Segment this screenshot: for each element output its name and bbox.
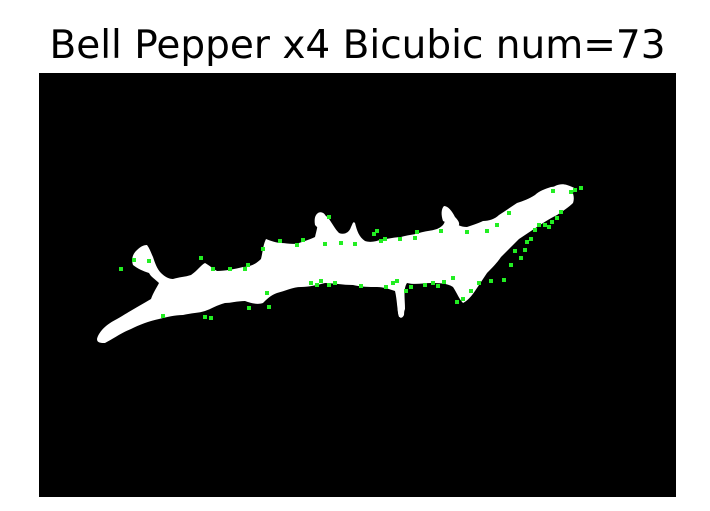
keypoint — [228, 267, 232, 271]
keypoint — [477, 281, 481, 285]
keypoint — [409, 285, 413, 289]
keypoint — [209, 316, 213, 320]
keypoint — [495, 223, 499, 227]
keypoint — [525, 240, 529, 244]
keypoint — [579, 186, 583, 190]
keypoint — [485, 229, 489, 233]
keypoint — [555, 216, 559, 220]
keypoint — [465, 230, 469, 234]
keypoint — [413, 236, 417, 240]
keypoint — [353, 242, 357, 246]
keypoint — [391, 281, 395, 285]
keypoint — [559, 210, 563, 214]
keypoint — [442, 280, 446, 284]
keypoint — [395, 279, 399, 283]
keypoint — [547, 225, 551, 229]
keypoint — [323, 242, 327, 246]
keypoint — [372, 232, 376, 236]
keypoint — [573, 188, 577, 192]
keypoint — [431, 281, 435, 285]
keypoint — [119, 267, 123, 271]
keypoint — [502, 278, 506, 282]
keypoint — [261, 247, 265, 251]
keypoint — [243, 267, 247, 271]
keypoint — [439, 229, 443, 233]
keypoint — [543, 223, 547, 227]
keypoint — [301, 238, 305, 242]
keypoint — [461, 297, 465, 301]
keypoint — [375, 229, 379, 233]
keypoint — [489, 279, 493, 283]
stem-protrusion-right — [441, 206, 460, 227]
keypoint — [533, 228, 537, 232]
keypoint — [551, 189, 555, 193]
keypoint — [415, 230, 419, 234]
keypoint — [132, 258, 136, 262]
keypoint — [529, 237, 533, 241]
keypoint — [161, 314, 165, 318]
keypoint — [519, 256, 523, 260]
keypoint — [265, 291, 269, 295]
keypoint — [523, 248, 527, 252]
keypoint — [455, 300, 459, 304]
keypoint — [469, 289, 473, 293]
keypoint — [315, 283, 319, 287]
keypoint — [398, 237, 402, 241]
keypoint — [295, 243, 299, 247]
keypoints — [119, 186, 583, 320]
keypoint — [384, 285, 388, 289]
keypoint — [509, 263, 513, 267]
keypoint — [423, 283, 427, 287]
hanging-drip — [397, 283, 405, 318]
keypoint — [404, 289, 408, 293]
keypoint — [309, 281, 313, 285]
keypoint — [339, 241, 343, 245]
keypoint — [507, 211, 511, 215]
keypoint — [359, 284, 363, 288]
keypoint — [203, 315, 207, 319]
keypoint — [379, 239, 383, 243]
keypoint — [319, 279, 323, 283]
mask-canvas — [39, 73, 676, 497]
keypoint — [569, 190, 573, 194]
keypoint — [436, 284, 440, 288]
keypoint — [147, 259, 151, 263]
keypoint — [327, 215, 331, 219]
keypoint — [267, 305, 271, 309]
keypoint — [246, 263, 250, 267]
keypoint — [211, 267, 215, 271]
figure-title: Bell Pepper x4 Bicubic num=73 — [49, 23, 666, 68]
keypoint — [327, 283, 331, 287]
keypoint — [513, 249, 517, 253]
segmentation-image — [39, 73, 676, 497]
keypoint — [247, 306, 251, 310]
keypoint — [550, 220, 554, 224]
keypoint — [383, 237, 387, 241]
keypoint — [537, 223, 541, 227]
keypoint — [333, 281, 337, 285]
pepper-mask — [97, 184, 577, 343]
keypoint — [278, 239, 282, 243]
keypoint — [451, 276, 455, 280]
keypoint — [199, 256, 203, 260]
stem-protrusion-main — [314, 212, 327, 231]
